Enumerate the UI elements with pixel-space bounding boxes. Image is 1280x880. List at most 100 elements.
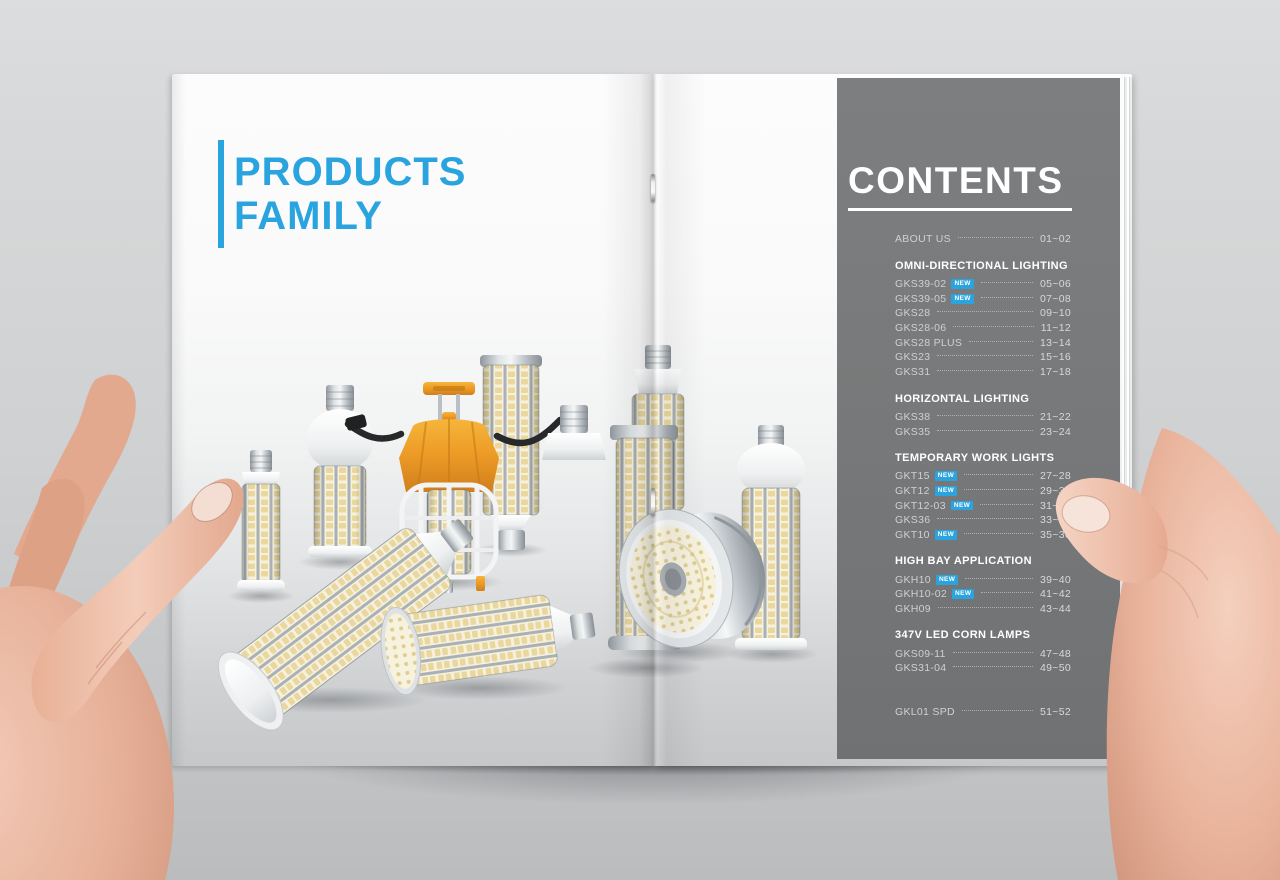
page-stack-edge [1122, 77, 1132, 763]
toc-item-pages: 15~16 [1040, 351, 1071, 364]
toc-item-pages: 01~02 [1040, 233, 1071, 246]
left-thumb [31, 478, 244, 723]
dotted-leader [980, 503, 1033, 505]
accent-bar [218, 140, 224, 248]
toc-item-pages: 07~08 [1040, 292, 1071, 305]
toc-row: GKH09 43~44 [895, 602, 1071, 617]
high-bay-round-lamp [618, 508, 766, 649]
toc-item-label: GKL01 SPD [895, 706, 955, 719]
toc-row: GKS28 PLUS 13~14 [895, 335, 1071, 350]
toc-item-pages: 09~10 [1040, 307, 1071, 320]
toc-row: GKS36 33~34 [895, 513, 1071, 528]
dotted-leader [980, 282, 1033, 284]
toc-item-label: GKS28-06 [895, 322, 947, 335]
toc-row: ABOUT US 01~02 [895, 232, 1071, 247]
toc-item-label: GKS31-04 [895, 662, 947, 675]
page-title-line1: PRODUCTS [234, 150, 467, 194]
right-thumb-nail [1061, 495, 1111, 533]
toc-row: GKS31 17~18 [895, 365, 1071, 380]
new-badge: NEW [934, 486, 958, 496]
right-hand-photo [1055, 428, 1280, 880]
new-badge: NEW [934, 471, 958, 482]
dotted-leader [957, 237, 1033, 239]
toc-section: OMNI-DIRECTIONAL LIGHTING GKS39-02 NEW 05~0… [895, 260, 1071, 380]
toc-item-label: GKH10-02 [895, 588, 948, 601]
dotted-leader [953, 666, 1033, 668]
toc-row: GKS23 15~16 [895, 350, 1071, 365]
dotted-leader [937, 414, 1033, 416]
corn-lamp-small [237, 450, 285, 591]
toc-item-pages: 05~06 [1040, 278, 1071, 291]
toc-item-label: GKT12-03 [895, 499, 946, 512]
toc-item-label: GKS39-05 [895, 292, 947, 305]
dotted-leader [981, 592, 1033, 594]
toc-section: HORIZONTAL LIGHTING GKS38 21~22 GKS35 23~24 [895, 393, 1071, 439]
toc-item-label: GKH09 [895, 603, 931, 616]
toc-item-label: ABOUT US [895, 233, 951, 246]
toc-item-pages: 47~48 [1040, 647, 1071, 660]
toc-section-header: TEMPORARY WORK LIGHTS [895, 451, 1055, 464]
toc-item-label: GKS09-11 [895, 647, 946, 660]
toc-item-pages: 11~12 [1040, 322, 1071, 335]
products-family-photo [217, 345, 818, 731]
toc-item-pages: 35~36 [1040, 528, 1071, 541]
toc-item-label: GKS36 [895, 514, 931, 527]
toc-item-pages: 13~14 [1040, 336, 1071, 349]
toc-section: GKL01 SPD 51~52 [895, 705, 1071, 720]
toc-section: ABOUT US 01~02 [895, 232, 1071, 247]
toc-row: GKL01 SPD 51~52 [895, 705, 1071, 720]
corn-lamp-tilted [217, 519, 474, 731]
dotted-leader [937, 370, 1033, 372]
toc-item-pages: 21~22 [1040, 410, 1071, 423]
left-hand-photo [0, 374, 244, 880]
dotted-leader [937, 518, 1033, 520]
new-badge: NEW [950, 500, 974, 511]
toc-row: GKS31-04 49~50 [895, 661, 1071, 676]
dotted-leader [969, 340, 1033, 342]
toc-item-pages: 17~18 [1040, 366, 1071, 379]
page-title: PRODUCTS FAMILY [234, 150, 466, 248]
toc-item-pages: 23~24 [1040, 425, 1071, 438]
left-thumb-nail [191, 482, 233, 522]
dotted-leader [937, 355, 1033, 357]
toc-item-pages: 51~52 [1040, 706, 1071, 719]
dotted-leader [937, 607, 1033, 609]
page-title-line2: FAMILY [234, 194, 383, 238]
staple-bottom [651, 488, 655, 516]
toc-row: GKT15 NEW 27~28 [895, 469, 1071, 484]
toc-item-pages: 43~44 [1040, 603, 1071, 616]
dotted-leader [961, 710, 1033, 712]
toc-row: GKH10 NEW 39~40 [895, 572, 1071, 587]
new-badge: NEW [952, 589, 975, 600]
toc-row: GKT10 NEW 35~36 [895, 528, 1071, 543]
new-badge: NEW [934, 530, 958, 540]
open-brochure: PRODUCTS FAMILY [172, 74, 1132, 766]
dotted-leader [964, 532, 1033, 534]
staple-top [651, 174, 655, 202]
toc-section-header: HORIZONTAL LIGHTING [895, 392, 1030, 405]
toc-row: GKS28-06 11~12 [895, 321, 1071, 336]
contents-panel: CONTENTS ABOUT US 01~02 OMNI-DIRECTIONAL L… [837, 78, 1120, 759]
dotted-leader [953, 326, 1034, 328]
toc-item-label: GKT12 [895, 484, 930, 497]
contents-title: CONTENTS [848, 162, 1072, 211]
dotted-leader [937, 311, 1033, 313]
toc-item-label: GKS39-02 [895, 278, 947, 291]
toc-row: GKS39-02 NEW 05~06 [895, 277, 1071, 292]
toc-item-pages: 27~28 [1040, 470, 1071, 483]
toc-section-header: HIGH BAY APPLICATION [895, 555, 1032, 568]
dotted-leader [952, 651, 1033, 653]
toc-item-label: GKS31 [895, 366, 931, 379]
toc-item-pages: 49~50 [1040, 662, 1071, 675]
toc-section: HIGH BAY APPLICATION GKH10 NEW 39~40 GKH10-0… [895, 555, 1071, 616]
toc-row: GKS09-11 47~48 [895, 646, 1071, 661]
corn-lamp-dome [306, 385, 374, 557]
dotted-leader [965, 577, 1033, 579]
toc-item-pages: 39~40 [1040, 573, 1071, 586]
products-family-title-block: PRODUCTS FAMILY [218, 140, 466, 248]
dotted-leader [980, 296, 1033, 298]
new-badge: NEW [935, 574, 959, 585]
toc-item-label: GKS35 [895, 425, 931, 438]
toc-item-label: GKT15 [895, 470, 930, 483]
